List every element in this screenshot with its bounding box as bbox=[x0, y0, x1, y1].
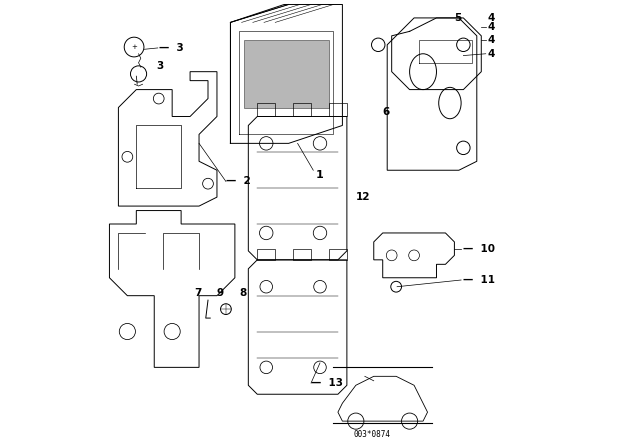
Text: —  11: — 11 bbox=[463, 275, 495, 285]
Text: 5: 5 bbox=[454, 13, 461, 23]
Text: 4: 4 bbox=[488, 22, 495, 32]
Bar bbox=[329, 249, 347, 260]
Text: —  3: — 3 bbox=[159, 43, 184, 53]
Text: 4: 4 bbox=[488, 35, 495, 45]
Text: 4: 4 bbox=[488, 49, 495, 59]
Text: 003*0874: 003*0874 bbox=[353, 430, 390, 439]
Bar bbox=[293, 249, 311, 260]
Text: —  10: — 10 bbox=[463, 244, 495, 254]
Text: 7: 7 bbox=[195, 289, 202, 298]
Text: +: + bbox=[131, 44, 137, 50]
Text: 1: 1 bbox=[316, 170, 323, 180]
Text: 9: 9 bbox=[217, 289, 224, 298]
Text: 12: 12 bbox=[356, 192, 371, 202]
Text: 4: 4 bbox=[488, 13, 495, 23]
Bar bbox=[329, 103, 347, 116]
Text: 6: 6 bbox=[383, 107, 390, 117]
Text: 3: 3 bbox=[157, 61, 164, 71]
Polygon shape bbox=[244, 40, 329, 108]
Text: —  13: — 13 bbox=[311, 378, 343, 388]
Text: —  2: — 2 bbox=[226, 177, 251, 186]
Text: 8: 8 bbox=[239, 289, 246, 298]
Bar bbox=[257, 103, 275, 116]
Bar bbox=[293, 103, 311, 116]
Bar bbox=[257, 249, 275, 260]
